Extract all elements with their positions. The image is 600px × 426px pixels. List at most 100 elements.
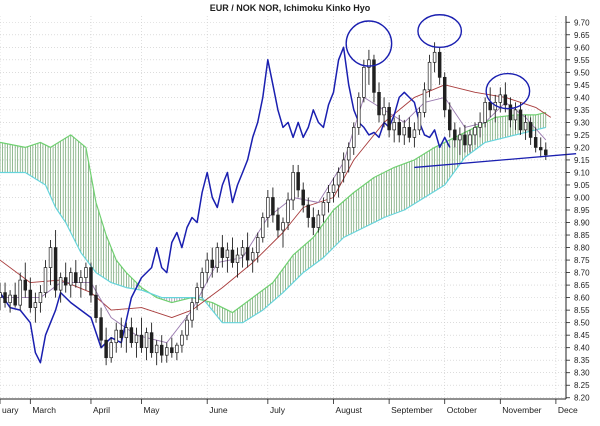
candle-body [523,122,528,131]
x-tick-label: July [270,405,286,415]
y-tick-label: 8.45 [574,331,590,340]
candle-body [8,294,12,303]
candle-body [195,287,199,303]
y-tick-label: 8.95 [574,206,590,215]
y-tick-label: 8.50 [574,319,590,328]
candle-body [432,51,437,63]
candle-body [255,237,260,253]
y-tick-label: 9.35 [574,106,590,115]
candle-body [170,347,174,354]
candle-body [503,94,508,106]
candle-body [220,247,225,258]
candle-body [266,197,270,218]
y-tick-label: 8.75 [574,256,590,265]
candle-body [94,294,98,318]
candle-body [336,172,341,186]
annotations [345,14,577,169]
y-tick-label: 8.80 [574,244,590,253]
candle-body [346,147,351,161]
candle-body [427,61,432,91]
candle-body [104,339,108,359]
candle-body [79,277,83,283]
candle-body [165,347,169,356]
peak-circle [417,14,463,48]
candle-body [74,272,78,283]
candlesticks [0,42,548,366]
peak-circle [485,72,531,110]
x-tick-label: November [502,405,541,415]
candle-body [448,109,452,131]
candle-body [205,259,209,273]
candle-body [190,302,194,321]
candle-body [407,127,412,138]
candle-body [518,109,523,131]
senkou-span-b [0,126,546,324]
candle-body [316,214,321,228]
candle-body [28,289,33,308]
candle-body [442,76,447,111]
candle-body [372,59,376,93]
candle-body [412,129,417,138]
ichimoku-cloud [0,112,547,323]
y-tick-label: 8.30 [574,369,590,378]
y-tick-label: 9.25 [574,131,590,140]
axes: 9.70 9.60 9.50 9.40 9.30 9.20 9.10 9.00 8.90 8.80… [0,16,590,415]
y-tick-label: 9.20 [574,143,590,152]
candle-body [488,102,492,111]
x-tick-label: Dece [558,405,578,415]
candle-body [271,197,275,216]
candle-body [139,334,144,349]
candle-body [276,214,280,231]
y-tick-label: 9.05 [574,181,590,190]
candle-body [468,134,472,146]
candle-body [538,147,543,151]
candle-body [362,66,366,98]
candle-body [230,249,235,263]
x-tick-label: October [447,405,477,415]
candle-body [261,217,265,238]
y-tick-label: 8.35 [574,356,590,365]
candle-body [301,189,305,206]
candle-body [458,134,462,141]
candle-body [463,134,467,146]
candle-body [453,129,457,141]
candle-body [240,247,245,256]
x-tick-label: May [144,405,161,415]
candle-body [331,184,336,193]
candle-body [18,279,22,306]
tenkan-sen [0,96,547,344]
candle-body [377,91,381,116]
y-tick-label: 9.70 [574,18,590,27]
y-tick-label: 9.50 [574,68,590,77]
candle-body [326,192,331,203]
candle-body [281,222,285,231]
candle-body [58,277,63,291]
y-tick-label: 9.60 [574,43,590,52]
y-tick-label: 9.00 [574,193,590,202]
y-tick-label: 8.20 [574,394,590,403]
candle-body [119,329,124,339]
candle-body [84,267,88,278]
candle-body [99,317,103,341]
candle-body [417,112,422,131]
candle-body [402,127,407,136]
candle-body [286,199,290,223]
candle-body [23,279,28,291]
candle-body [422,89,427,113]
candle-body [250,252,255,261]
candle-body [311,217,316,228]
y-tick-label: 8.70 [574,269,590,278]
candle-body [225,249,230,258]
y-tick-label: 9.55 [574,56,590,65]
chikou-span [0,46,451,364]
y-tick-label: 8.85 [574,231,590,240]
candle-body [53,247,58,291]
candle-body [63,277,68,286]
candle-body [533,137,538,148]
candle-body [149,332,154,354]
candle-body [382,107,386,116]
x-tick-label: June [209,405,228,415]
candle-body [38,292,43,303]
senkou-span-a [0,111,546,314]
